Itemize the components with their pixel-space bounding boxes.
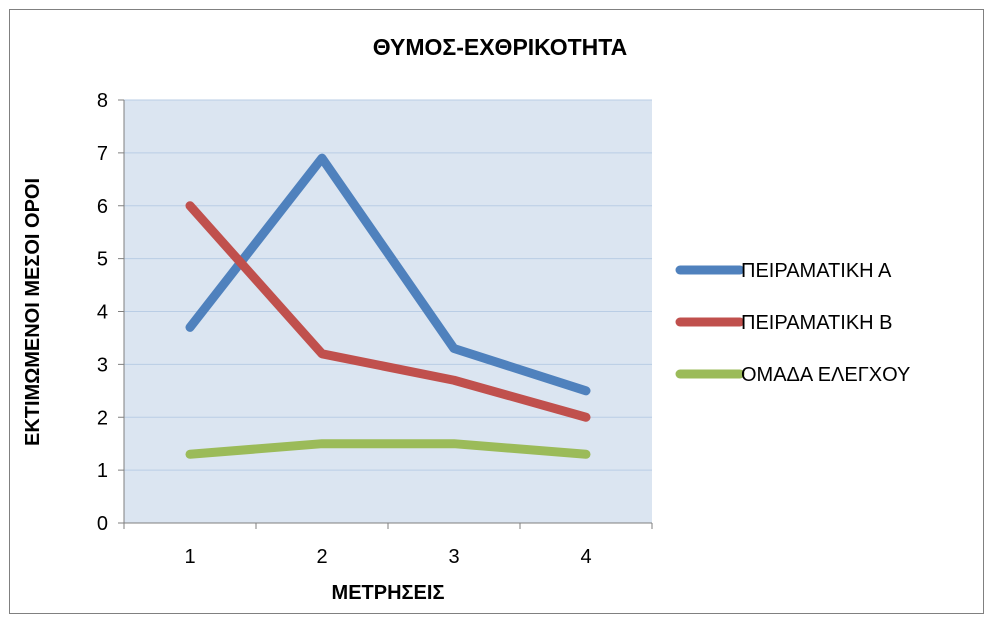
x-tick-labels: 1 2 3 4 [184,546,591,568]
series-line-1 [185,153,591,396]
series-lines [185,153,591,459]
y-axis-label: ΕΚΤΙΜΩΜΕΝΟΙ ΜΕΣΟΙ ΟΡΟΙ [22,178,44,446]
y-tick-label: 3 [97,354,108,376]
y-tick-label: 1 [97,460,108,482]
x-tick-label: 1 [184,546,195,568]
y-tick-label: 2 [97,407,108,429]
series-line-2 [185,201,591,422]
legend-label: ΠΕΙΡΑΜΑΤΙΚΗ Α [741,260,892,282]
axes [118,99,653,529]
x-axis-label: ΜΕΤΡΗΣΕΙΣ [332,582,445,604]
legend: ΠΕΙΡΑΜΑΤΙΚΗ Α ΠΕΙΡΑΜΑΤΙΚΗ Β ΟΜΑΔΑ ΕΛΕΓΧΟΥ [675,260,910,386]
x-tick-label: 3 [448,546,459,568]
y-tick-labels: 0 1 2 3 4 5 6 7 8 [97,90,108,535]
chart-title: ΘΥΜΟΣ-ΕΧΘΡΙΚΟΤΗΤΑ [373,34,627,60]
y-tick-label: 7 [97,143,108,165]
series-line-3 [185,439,591,459]
legend-label: ΠΕΙΡΑΜΑΤΙΚΗ Β [741,312,893,334]
y-tick-label: 5 [97,249,108,271]
x-tick-label: 4 [580,546,591,568]
y-tick-label: 6 [97,196,108,218]
legend-label: ΟΜΑΔΑ ΕΛΕΓΧΟΥ [741,364,910,386]
y-tick-label: 0 [97,513,108,535]
y-tick-label: 4 [97,302,108,324]
x-tick-label: 2 [316,546,327,568]
y-tick-label: 8 [97,90,108,112]
